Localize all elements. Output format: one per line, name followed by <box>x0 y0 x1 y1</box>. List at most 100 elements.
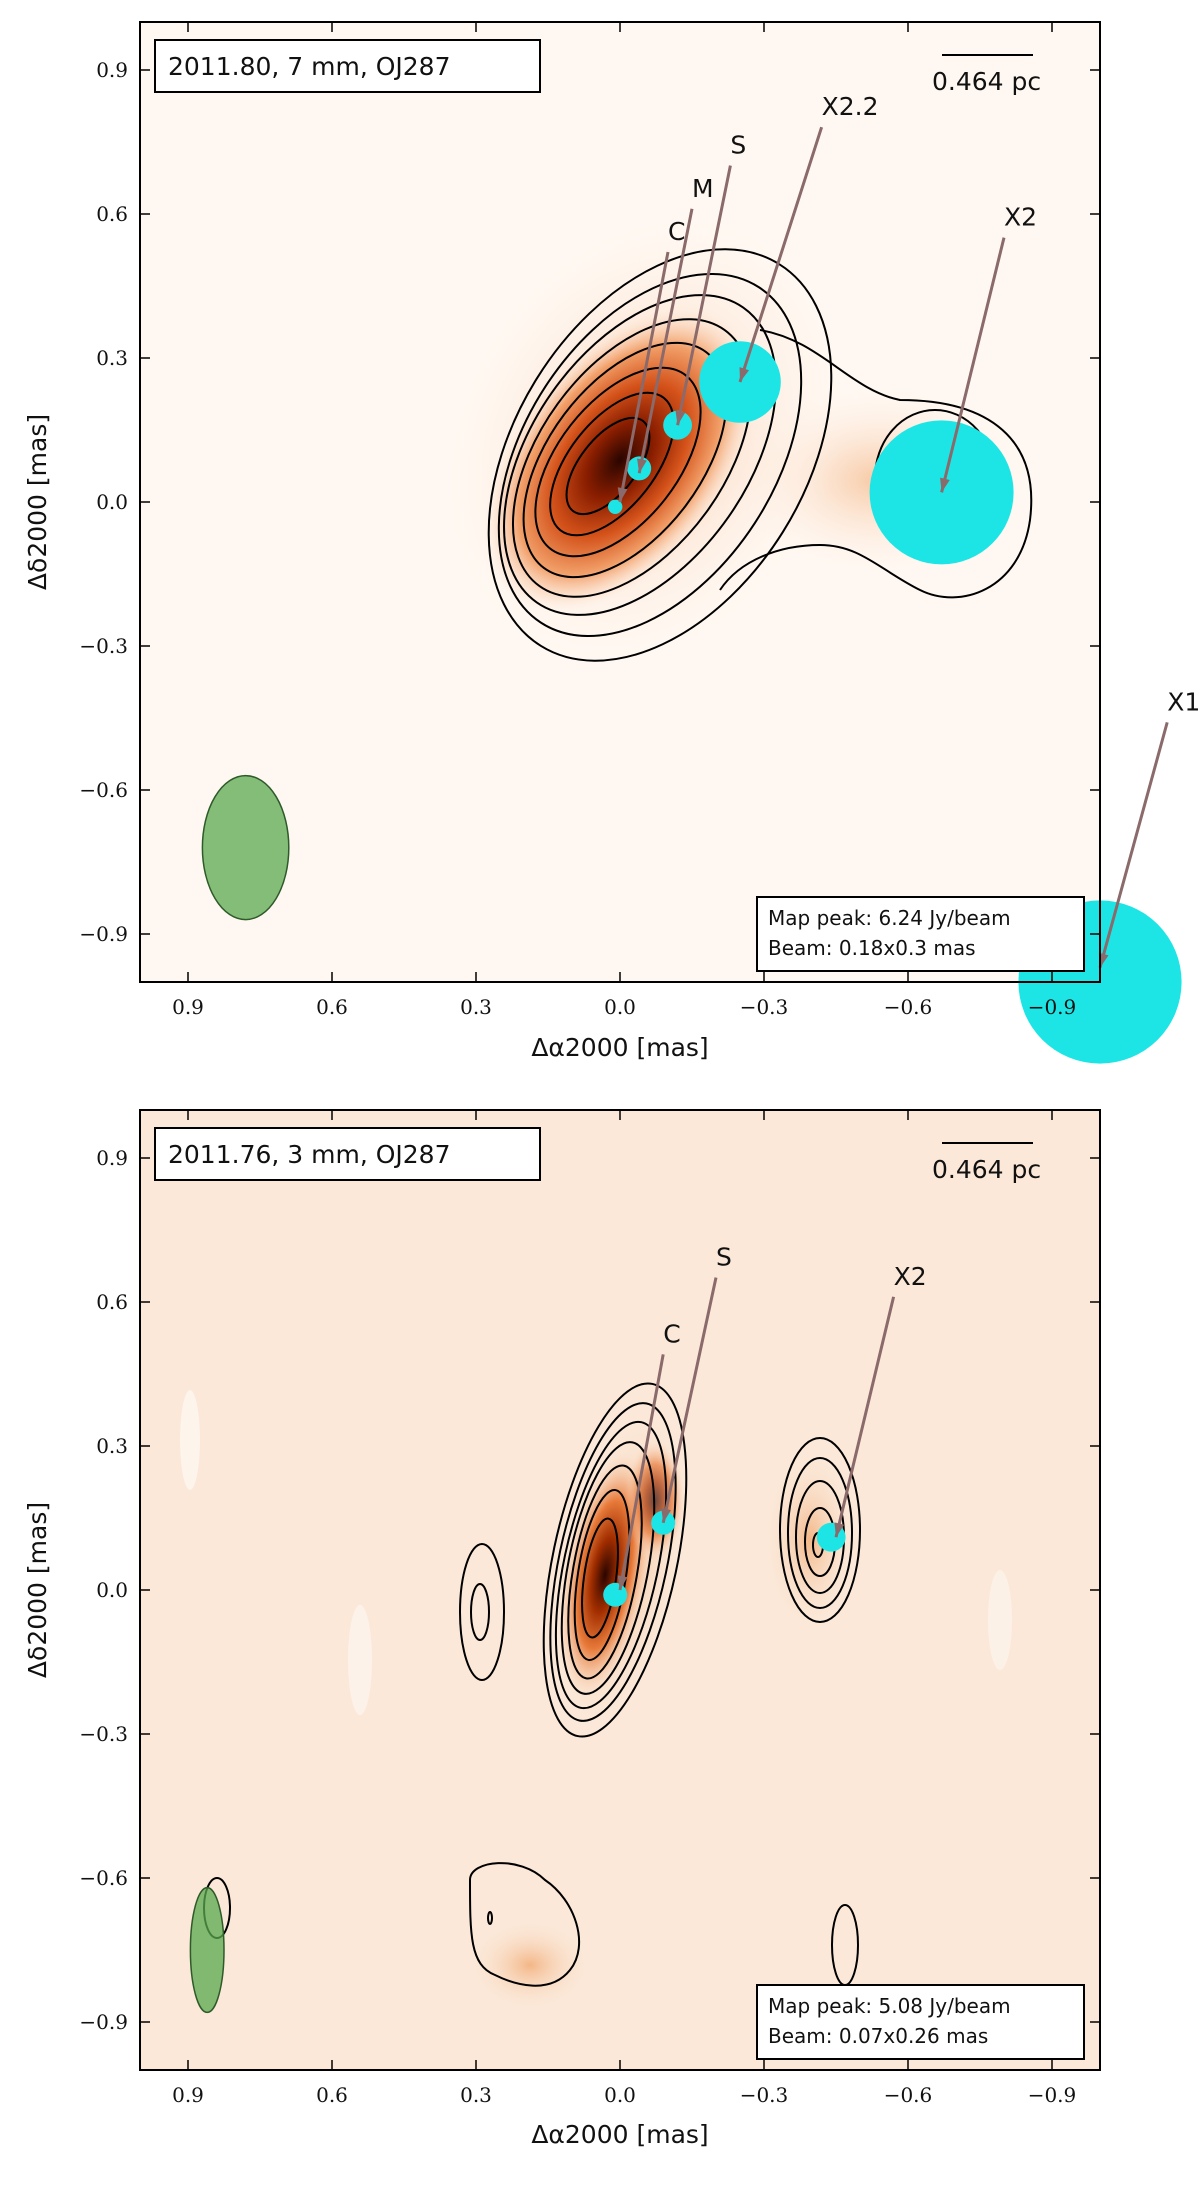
component-marker <box>608 499 623 514</box>
component-label: X2 <box>894 1262 927 1291</box>
x-tick-label: 0.9 <box>172 995 204 1019</box>
contour-line <box>567 1464 643 1680</box>
contour-line <box>511 318 753 598</box>
x-tick-label: −0.6 <box>884 995 933 1019</box>
component-label: X1 <box>1167 687 1200 716</box>
contour-line <box>522 341 728 579</box>
beam-ellipse <box>189 1886 225 2014</box>
beam-ellipse <box>201 774 290 921</box>
x-tick-label: 0.0 <box>604 2083 636 2107</box>
label-arrowhead <box>637 458 647 474</box>
label-arrowhead <box>617 487 628 502</box>
y-tick-label: −0.9 <box>79 922 128 946</box>
label-arrowhead <box>1098 952 1109 968</box>
y-tick-label: −0.3 <box>79 634 128 658</box>
y-tick-label: 0.9 <box>96 58 128 82</box>
map-peak-text: Map peak: 5.08 Jy/beam <box>768 1994 1011 2018</box>
x-tick-label: 0.6 <box>316 995 348 1019</box>
contour-line <box>779 1437 861 1623</box>
label-arrow <box>834 1296 896 1538</box>
contour-line <box>554 1420 668 1710</box>
contour-line <box>581 1517 619 1639</box>
beam-ellipse-shape <box>189 1886 225 2014</box>
label-arrow <box>1098 722 1169 968</box>
component-label: C <box>668 217 685 246</box>
y-tick-label: −0.9 <box>79 2010 128 2034</box>
epoch-label: 2011.80, 7 mm, OJ287 <box>168 52 451 81</box>
label-arrow <box>661 1277 718 1524</box>
epoch-label-box <box>154 39 541 93</box>
contour-line <box>503 294 777 616</box>
contours <box>203 1382 861 1987</box>
contour-line <box>468 1862 580 1987</box>
label-arrow <box>618 1354 665 1591</box>
component-label: C <box>663 1319 680 1348</box>
component-label: S <box>730 131 746 160</box>
component-label: X2.2 <box>822 92 879 121</box>
contour-line <box>459 1543 505 1681</box>
x-tick-label: −0.6 <box>884 2083 933 2107</box>
beam-text: Beam: 0.07x0.26 mas <box>768 2024 988 2048</box>
y-axis-label: Δδ2000 [mas] <box>23 414 52 590</box>
x-tick-label: −0.9 <box>1028 2083 1077 2107</box>
beam-ellipse-shape <box>201 774 290 921</box>
contour-line <box>470 1583 490 1641</box>
component-marker <box>869 420 1014 565</box>
y-axis-label: Δδ2000 [mas] <box>23 1502 52 1678</box>
x-axis-label: Δα2000 [mas] <box>531 2120 708 2149</box>
y-tick-label: −0.3 <box>79 1722 128 1746</box>
x-tick-label: 0.3 <box>460 2083 492 2107</box>
component-labels: C S X2 <box>617 1243 927 1591</box>
label-arrow <box>618 251 670 503</box>
contour-line <box>719 329 1033 599</box>
label-arrowhead <box>940 477 950 493</box>
y-tick-label: 0.0 <box>96 1578 128 1602</box>
x-tick-label: −0.9 <box>1028 995 1077 1019</box>
contour-line <box>565 416 651 516</box>
x-tick-label: −0.3 <box>740 995 789 1019</box>
component-label: M <box>692 174 714 203</box>
y-tick-label: 0.6 <box>96 1290 128 1314</box>
y-tick-label: 0.9 <box>96 1146 128 1170</box>
y-tick-label: 0.0 <box>96 490 128 514</box>
contour-line <box>534 366 702 558</box>
y-tick-label: −0.6 <box>79 1866 128 1890</box>
x-tick-label: 0.0 <box>604 995 636 1019</box>
label-arrowhead <box>617 1575 628 1590</box>
scale-bar-label: 0.464 pc <box>932 1155 1041 1184</box>
label-arrow <box>637 208 694 474</box>
x-tick-label: −0.3 <box>740 2083 789 2107</box>
epoch-label-box <box>154 1127 541 1181</box>
label-arrow <box>940 237 1006 493</box>
scale-bar-label: 0.464 pc <box>932 67 1041 96</box>
axis-ticks: 0.9 0.6 0.3 0.0 −0.3 −0.6 −0.9 0.9 0.6 0.3 0.0 −0.3… <box>79 1110 1100 2107</box>
contour-line <box>487 1911 493 1925</box>
contour-line <box>542 1382 688 1738</box>
map-peak-text: Map peak: 6.24 Jy/beam <box>768 906 1011 930</box>
label-arrowhead <box>675 410 686 426</box>
label-arrowhead <box>739 367 750 382</box>
contour-line <box>787 1457 853 1609</box>
label-arrow <box>738 126 824 383</box>
x-tick-label: 0.3 <box>460 995 492 1019</box>
contour-line <box>549 391 675 537</box>
label-arrowhead <box>834 1522 845 1538</box>
x-axis-label: Δα2000 [mas] <box>531 1033 708 1062</box>
component-marker <box>603 1582 628 1607</box>
y-tick-label: 0.3 <box>96 346 128 370</box>
component-label: X2 <box>1004 203 1037 232</box>
x-tick-label: 0.6 <box>316 2083 348 2107</box>
component-label: S <box>716 1243 732 1272</box>
contour-line <box>549 1402 677 1722</box>
axis-ticks: 0.9 0.6 0.3 0.0 −0.3 −0.6 −0.9 0.9 0.6 0.3 0.0 −0.3… <box>79 22 1100 1019</box>
info-box <box>756 896 1085 972</box>
y-tick-label: −0.6 <box>79 778 128 802</box>
panel-7mm: CMS X2.2 X2 X1 0.9 0.6 0.3 0.0 −0.3 −0.6 −0.9 0.9 0… <box>23 21 1200 1064</box>
contour-line <box>497 272 803 638</box>
beam-text: Beam: 0.18x0.3 mas <box>768 936 976 960</box>
label-arrow <box>676 165 732 426</box>
info-box <box>756 1984 1085 2060</box>
epoch-label: 2011.76, 3 mm, OJ287 <box>168 1140 451 1169</box>
